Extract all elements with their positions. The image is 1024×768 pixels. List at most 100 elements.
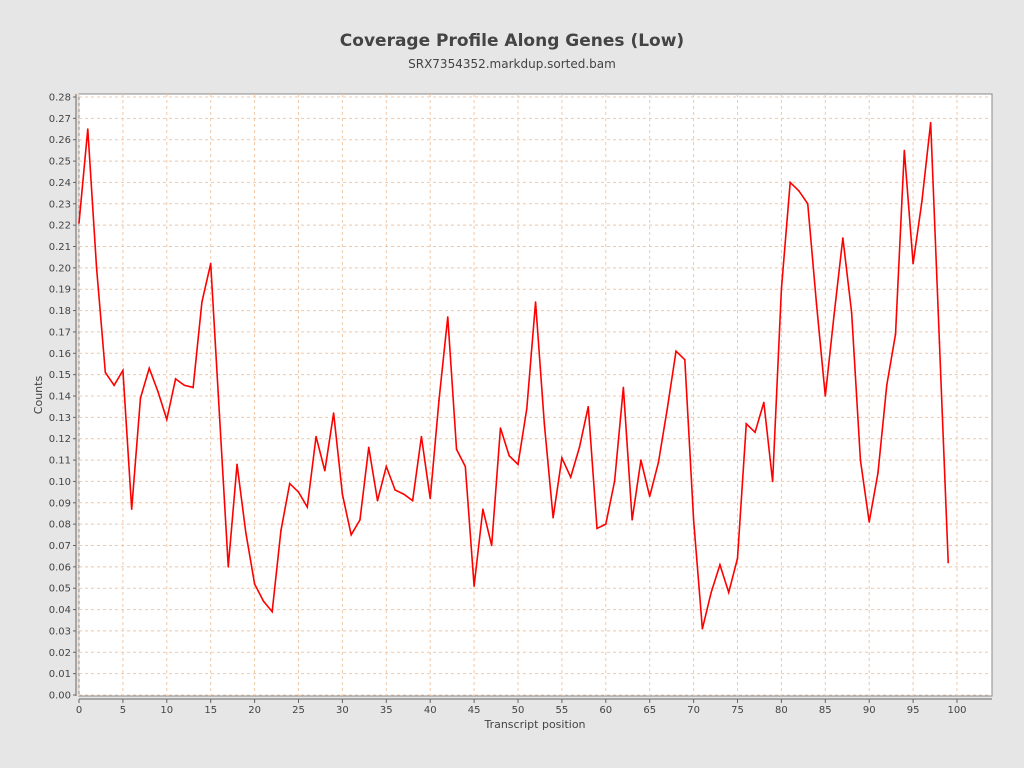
data-point	[332, 412, 335, 414]
data-point	[376, 499, 379, 502]
data-point	[508, 455, 511, 457]
y-tick-label: 0.07	[49, 541, 71, 552]
data-point	[525, 408, 528, 410]
data-point	[771, 480, 774, 483]
data-point	[806, 202, 809, 205]
data-point	[78, 222, 80, 224]
data-point	[385, 465, 388, 468]
data-point	[850, 311, 853, 314]
x-tick-label: 80	[775, 705, 788, 716]
data-point	[929, 121, 932, 124]
data-point	[912, 262, 914, 265]
y-tick-label: 0.09	[49, 498, 71, 509]
y-tick-label: 0.21	[49, 242, 71, 253]
x-tick-label: 70	[687, 705, 700, 716]
y-tick-label: 0.14	[49, 392, 71, 403]
y-tick-label: 0.20	[49, 263, 71, 274]
x-axis-label: Transcript position	[483, 718, 585, 731]
data-point	[394, 489, 396, 491]
data-point	[288, 482, 291, 485]
data-point	[666, 408, 669, 410]
x-tick-label: 30	[336, 705, 349, 716]
data-point	[218, 414, 221, 417]
data-point	[552, 516, 554, 519]
x-tick-label: 85	[819, 705, 832, 716]
y-tick-label: 0.22	[49, 221, 71, 232]
coverage-line	[78, 122, 950, 629]
data-point	[701, 627, 704, 630]
data-point	[517, 463, 519, 466]
data-point	[280, 529, 282, 532]
data-point	[192, 386, 194, 389]
data-point	[411, 499, 414, 502]
x-tick-label: 100	[947, 705, 966, 716]
y-tick-label: 0.19	[49, 285, 71, 296]
data-point	[482, 508, 484, 510]
data-point	[859, 459, 862, 461]
y-tick-label: 0.28	[49, 93, 71, 104]
data-point	[534, 301, 537, 303]
x-tick-label: 55	[556, 705, 569, 716]
x-tick-label: 60	[599, 705, 612, 716]
data-point	[745, 422, 748, 425]
data-point	[789, 181, 791, 184]
y-tick-label: 0.15	[49, 370, 71, 381]
y-tick-label: 0.06	[49, 562, 71, 573]
y-tick-label: 0.04	[49, 605, 71, 616]
chart-subtitle: SRX7354352.markdup.sorted.bam	[408, 57, 616, 71]
data-point	[543, 422, 546, 425]
data-point	[684, 358, 686, 361]
data-point	[885, 384, 888, 387]
data-point	[903, 149, 906, 152]
data-point	[245, 531, 247, 534]
y-tick-label: 0.24	[49, 178, 71, 189]
data-point	[209, 262, 212, 265]
data-point	[455, 448, 458, 451]
data-point	[719, 563, 721, 566]
x-tick-label: 90	[863, 705, 876, 716]
data-point	[446, 316, 449, 318]
y-tick-label: 0.11	[49, 456, 71, 467]
data-point	[367, 446, 370, 449]
x-tick-label: 25	[292, 705, 305, 716]
data-point	[587, 405, 590, 408]
data-point	[359, 519, 361, 521]
data-point	[306, 506, 309, 508]
y-tick-label: 0.10	[49, 477, 71, 488]
data-point	[166, 418, 168, 421]
data-points	[78, 121, 950, 630]
y-tick-label: 0.08	[49, 520, 71, 531]
data-point	[798, 190, 800, 192]
y-tick-label: 0.13	[49, 413, 71, 424]
y-tick-label: 0.18	[49, 306, 71, 317]
data-point	[596, 527, 598, 530]
y-tick-label: 0.03	[49, 626, 71, 637]
data-point	[648, 495, 651, 498]
data-point	[578, 446, 581, 449]
y-tick-label: 0.16	[49, 349, 71, 360]
data-point	[833, 314, 835, 316]
data-point	[473, 585, 475, 587]
data-point	[692, 519, 695, 521]
data-point	[622, 386, 625, 389]
data-point	[763, 401, 765, 404]
data-point	[113, 384, 115, 387]
data-point	[754, 431, 756, 434]
y-tick-label: 0.00	[49, 691, 71, 702]
y-tick-label: 0.02	[49, 648, 71, 659]
plot-area	[78, 93, 993, 697]
data-point	[403, 493, 405, 496]
data-point	[341, 493, 344, 496]
data-point	[139, 397, 142, 399]
data-point	[130, 508, 133, 510]
data-point	[201, 301, 203, 303]
x-tick-label: 65	[643, 705, 656, 716]
data-point	[605, 523, 607, 525]
y-tick-label: 0.26	[49, 135, 71, 146]
data-point	[675, 350, 677, 352]
data-point	[824, 395, 827, 397]
x-tick-label: 35	[380, 705, 393, 716]
data-point	[499, 427, 502, 429]
data-point	[122, 369, 124, 372]
data-point	[842, 237, 844, 239]
